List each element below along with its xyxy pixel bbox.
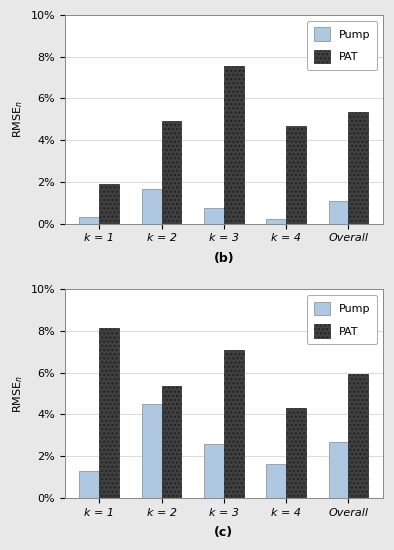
Bar xyxy=(162,122,182,223)
Bar xyxy=(99,328,119,498)
Bar xyxy=(329,442,348,498)
Bar xyxy=(266,465,286,498)
Bar xyxy=(348,112,368,223)
Y-axis label: RMSE$_{n}$: RMSE$_{n}$ xyxy=(11,375,25,412)
Bar xyxy=(204,444,224,498)
Bar xyxy=(266,219,286,223)
X-axis label: (c): (c) xyxy=(214,526,233,539)
Bar xyxy=(99,184,119,223)
Y-axis label: RMSE$_{n}$: RMSE$_{n}$ xyxy=(11,100,25,138)
Legend: Pump, PAT: Pump, PAT xyxy=(307,21,377,70)
Bar xyxy=(141,404,162,498)
Bar xyxy=(204,208,224,223)
Bar xyxy=(286,408,306,498)
Legend: Pump, PAT: Pump, PAT xyxy=(307,295,377,344)
Bar xyxy=(224,66,244,223)
Bar xyxy=(286,125,306,223)
X-axis label: (b): (b) xyxy=(214,251,234,265)
Bar xyxy=(224,350,244,498)
Bar xyxy=(79,217,99,223)
Bar xyxy=(329,201,348,223)
Bar xyxy=(348,374,368,498)
Bar xyxy=(162,386,182,498)
Bar xyxy=(79,471,99,498)
Bar xyxy=(141,189,162,223)
